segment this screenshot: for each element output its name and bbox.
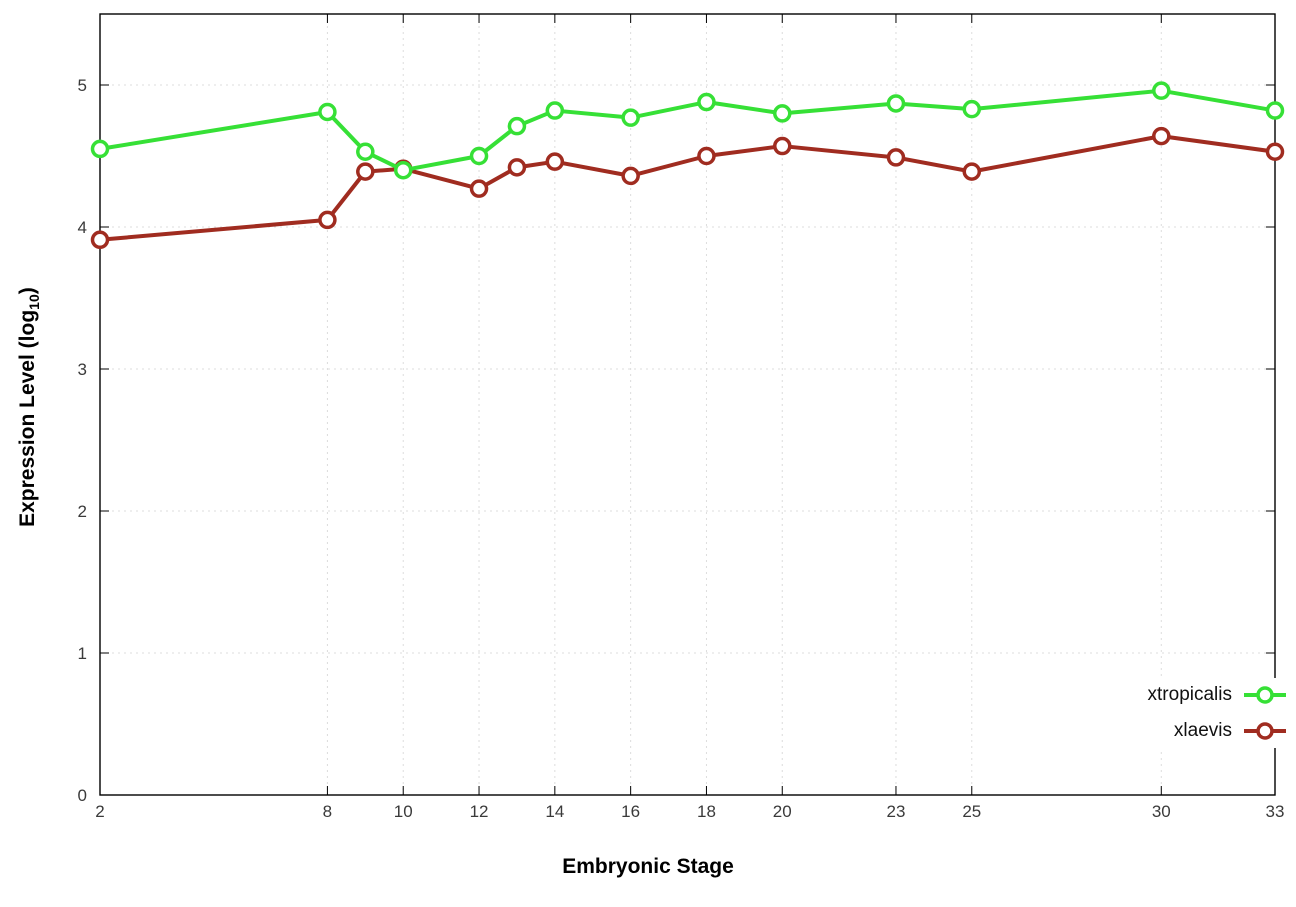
marker-xlaevis <box>773 136 792 156</box>
marker-xtropicalis <box>90 139 110 159</box>
marker-xtropicalis <box>545 101 565 120</box>
x-tick-label: 16 <box>621 802 640 821</box>
x-tick-label: 30 <box>1152 802 1171 821</box>
x-tick-label: 23 <box>887 802 906 821</box>
marker-xlaevis <box>886 148 906 167</box>
marker-xlaevis <box>318 210 337 230</box>
y-tick-label: 2 <box>78 502 87 521</box>
y-tick-label: 4 <box>78 218 87 237</box>
marker-xtropicalis <box>697 92 716 112</box>
y-tick-label: 1 <box>78 644 87 663</box>
marker-xlaevis <box>356 162 375 181</box>
y-axis-label-close: ) <box>15 287 39 295</box>
x-tick-label: 18 <box>697 802 716 821</box>
legend-label-xlaevis: xlaevis <box>1173 720 1232 741</box>
legend-label-xtropicalis: xtropicalis <box>1147 684 1232 705</box>
x-tick-label: 33 <box>1266 802 1285 821</box>
marker-xtropicalis <box>318 102 337 122</box>
x-tick-label: 14 <box>545 802 564 821</box>
marker-xlaevis <box>962 162 982 181</box>
marker-xlaevis <box>697 146 716 166</box>
marker-xlaevis <box>469 179 489 198</box>
y-tick-label: 3 <box>78 360 87 379</box>
marker-xtropicalis <box>393 160 413 180</box>
legend-row-xtropicalis: xtropicalis <box>1148 680 1288 710</box>
marker-xlaevis <box>545 152 565 171</box>
marker-xtropicalis <box>1152 81 1171 100</box>
y-tick-label: 5 <box>78 76 87 95</box>
series-line-xtropicalis <box>98 88 1277 173</box>
x-axis-label: Embryonic Stage <box>562 855 734 878</box>
legend: xtropicalis xlaevis <box>1139 678 1288 748</box>
legend-marker-xlaevis <box>1244 722 1286 740</box>
legend-marker-xtropicalis <box>1244 686 1286 704</box>
marker-xtropicalis <box>469 146 489 166</box>
x-tick-label: 12 <box>470 802 489 821</box>
marker-xtropicalis <box>621 108 640 127</box>
marker-xtropicalis <box>507 116 527 136</box>
marker-xtropicalis <box>1265 101 1285 120</box>
legend-row-xlaevis: xlaevis <box>1148 716 1288 746</box>
plot-border <box>99 13 1276 796</box>
x-tick-label: 10 <box>394 802 413 821</box>
marker-xlaevis <box>1265 142 1285 161</box>
marker-xtropicalis <box>886 94 906 113</box>
y-axis-label-subscript: 10 <box>26 294 43 310</box>
x-tick-label: 2 <box>95 802 104 821</box>
marker-xtropicalis <box>773 104 792 123</box>
x-tick-label: 8 <box>323 802 332 821</box>
marker-xtropicalis <box>356 142 375 161</box>
x-tick-label: 20 <box>773 802 792 821</box>
marker-xtropicalis <box>962 99 982 119</box>
marker-xlaevis <box>1152 126 1171 146</box>
series-line-xlaevis <box>98 134 1277 242</box>
y-axis-label: Expression Level (log10) <box>16 207 42 607</box>
marker-xlaevis <box>90 230 110 250</box>
y-tick-label: 0 <box>78 786 87 805</box>
x-tick-label: 25 <box>962 802 981 821</box>
marker-xlaevis <box>621 166 640 186</box>
y-axis-label-main: Expression Level (log <box>15 309 39 527</box>
marker-xlaevis <box>507 158 527 177</box>
